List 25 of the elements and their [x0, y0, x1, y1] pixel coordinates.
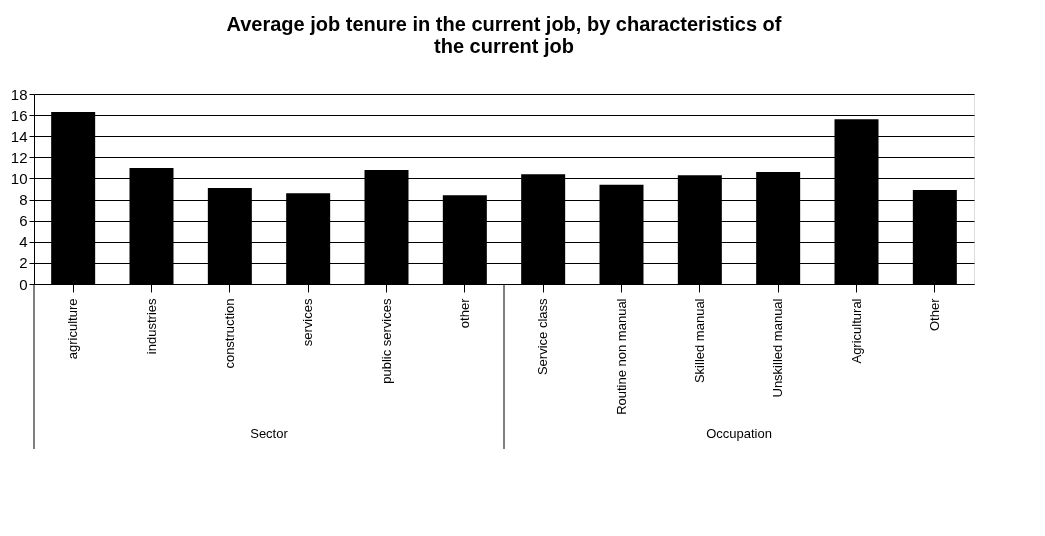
- y-tick-label: 18: [10, 85, 28, 103]
- y-tick-label: 10: [10, 169, 28, 187]
- x-tick-label: Agricultural: [848, 298, 864, 364]
- x-tick-label: Service class: [535, 298, 551, 376]
- x-tick-label: services: [300, 298, 316, 347]
- y-tick-label: 16: [10, 106, 28, 124]
- y-tick-label: 6: [19, 212, 28, 230]
- text: Occupation: [706, 426, 772, 441]
- y-tick-label: 0: [19, 275, 28, 293]
- text: Sector: [250, 426, 289, 441]
- x-tick-label: Skilled manual: [691, 298, 707, 384]
- x-tick-label: Routine non manual: [613, 298, 629, 415]
- y-tick-label: 8: [19, 191, 28, 209]
- x-tick-label: agriculture: [65, 298, 81, 360]
- x-tick-label: construction: [221, 298, 237, 369]
- x-tick-label: public services: [378, 298, 394, 384]
- x-tick-label: industries: [143, 298, 159, 355]
- y-tick-label: 14: [10, 127, 28, 145]
- x-tick-label: other: [456, 297, 472, 329]
- x-tick-label: Other: [926, 297, 942, 332]
- x-tick-label: Unskilled manual: [770, 298, 786, 398]
- y-tick-label: 2: [19, 254, 28, 272]
- y-tick-label: 12: [10, 148, 28, 166]
- chart-title: Average job tenure in the current job, by characteristics of the current job: [226, 13, 782, 57]
- y-tick-label: 4: [19, 233, 28, 251]
